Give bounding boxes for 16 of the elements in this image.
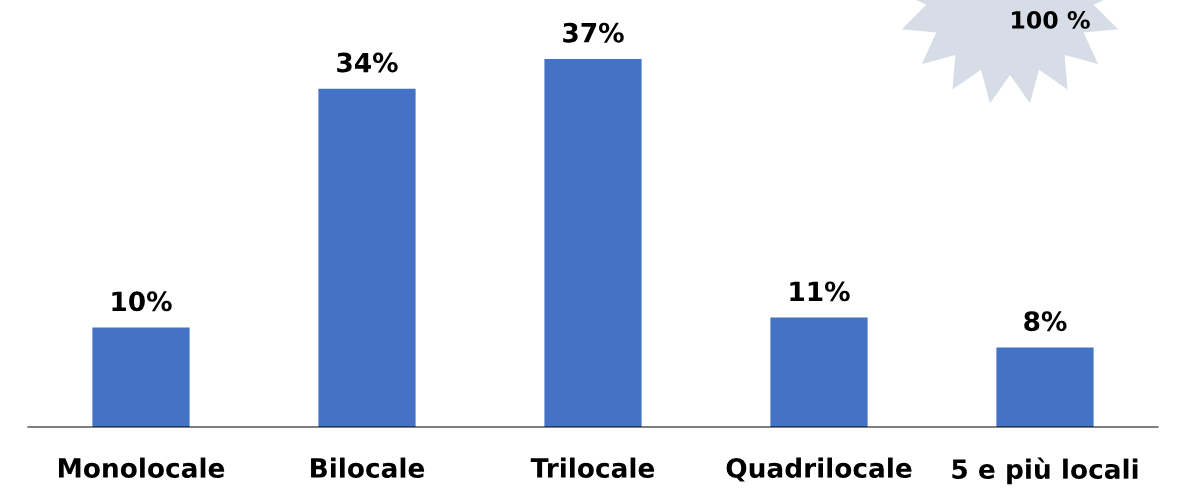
bar	[996, 347, 1094, 427]
data-label: 10%	[112, 291, 172, 312]
data-label: 37%	[563, 22, 624, 43]
bar	[770, 317, 868, 427]
text: 100 %	[1012, 10, 1090, 29]
bar	[544, 58, 642, 427]
x-tick-label: 5 e più locali	[952, 457, 1138, 485]
x-tick-label: Trilocale	[530, 457, 655, 478]
data-label: 11%	[790, 281, 850, 302]
bar	[318, 88, 416, 427]
x-tick-label: Quadrilocale	[726, 457, 912, 482]
data-label: 34%	[337, 52, 398, 73]
x-tick-label: Monolocale	[58, 457, 225, 478]
x-tick-label: Bilocale	[311, 457, 425, 478]
data-label: 8%	[1024, 311, 1067, 332]
bar	[92, 327, 190, 427]
